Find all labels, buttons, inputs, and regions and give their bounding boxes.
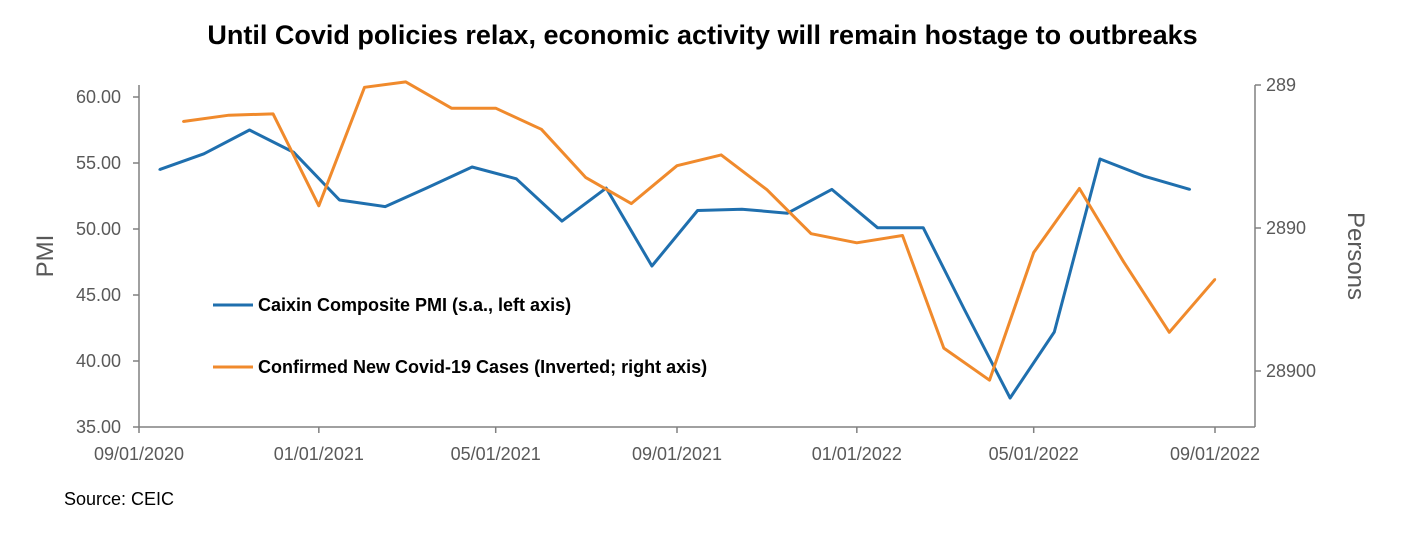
pmi-data-point (560, 219, 564, 223)
pmi-data-point (740, 208, 744, 211)
pmi-data-point (876, 226, 879, 229)
covid-cases-data-point (494, 107, 497, 110)
covid-cases-data-point (404, 80, 407, 84)
covid-cases-data-point (363, 86, 366, 89)
covid-cases-data-point (182, 120, 185, 123)
x-tick-label: 05/01/2021 (451, 444, 541, 464)
x-tick-label: 05/01/2022 (989, 444, 1079, 464)
right-tick-label: 28900 (1266, 361, 1316, 381)
x-tick-label: 01/01/2021 (274, 444, 364, 464)
legend: Caixin Composite PMI (s.a., left axis) C… (213, 295, 707, 377)
covid-cases-data-point (1122, 260, 1125, 263)
pmi-data-point (158, 168, 161, 171)
covid-cases-data-point (809, 232, 813, 235)
pmi-data-point (1188, 188, 1192, 191)
pmi-data-point (1053, 330, 1056, 334)
pmi-series-line (159, 128, 1191, 400)
covid-cases-data-point (1078, 187, 1081, 190)
pmi-data-point (650, 264, 654, 268)
pmi-data-point (696, 209, 699, 212)
left-tick-label: 45.00 (76, 285, 121, 305)
covid-cases-data-point (1213, 278, 1217, 281)
covid-cases-data-point (942, 346, 945, 350)
right-tick-label: 2890 (1266, 218, 1306, 238)
x-tick-label: 01/01/2022 (812, 444, 902, 464)
source-note: Source: CEIC (64, 489, 175, 509)
covid-cases-data-point (317, 204, 320, 207)
x-tick-label: 09/01/2022 (1170, 444, 1260, 464)
right-axis-title: Persons (1342, 212, 1369, 300)
covid-cases-series-line (182, 80, 1217, 382)
x-tick-label: 09/01/2021 (632, 444, 722, 464)
chart-title: Until Covid policies relax, economic act… (207, 20, 1198, 50)
pmi-data-point (338, 198, 341, 202)
legend-label-cases: Confirmed New Covid-19 Cases (Inverted; … (258, 357, 707, 377)
covid-cases-data-point (988, 379, 991, 382)
left-tick-label: 60.00 (76, 87, 121, 107)
covid-cases-data-point (1168, 331, 1171, 334)
pmi-data-point (830, 188, 833, 191)
x-tick-label: 09/01/2020 (94, 444, 184, 464)
left-tick-label: 50.00 (76, 219, 121, 239)
covid-cases-data-point (765, 188, 769, 191)
legend-label-pmi: Caixin Composite PMI (s.a., left axis) (258, 295, 571, 315)
left-tick-label: 40.00 (76, 351, 121, 371)
pmi-data-point (470, 165, 474, 169)
covid-cases-data-point (1032, 251, 1035, 254)
covid-cases-data-point (540, 128, 543, 131)
tick-labels: 35.00 40.00 45.00 50.00 55.00 60.00 289 2890 289… (76, 75, 1316, 464)
right-tick-label: 289 (1266, 75, 1296, 95)
covid-cases-data-point (584, 176, 587, 179)
covid-cases-data-point (901, 234, 904, 237)
pmi-data-point (963, 308, 966, 311)
series (158, 80, 1217, 400)
covid-cases-data-point (450, 107, 453, 110)
left-axis-title: PMI (32, 235, 59, 278)
pmi-data-point (1098, 157, 1102, 161)
pmi-data-point (384, 205, 387, 208)
pmi-data-point (248, 128, 251, 132)
left-tick-label: 35.00 (76, 417, 121, 437)
pmi-data-point (1008, 396, 1012, 400)
pmi-data-point (425, 186, 428, 190)
pmi-data-point (1143, 175, 1146, 178)
pmi-data-point (202, 152, 206, 155)
covid-cases-data-point (227, 114, 231, 117)
pmi-data-point (922, 226, 925, 229)
covid-cases-data-point (855, 241, 858, 244)
pmi-data-point (515, 177, 518, 180)
covid-cases-data-point (720, 153, 723, 157)
covid-cases-data-point (271, 112, 275, 116)
covid-cases-data-point (675, 164, 679, 167)
axes (138, 85, 1256, 428)
covid-cases-data-point (630, 202, 633, 205)
left-tick-label: 55.00 (76, 153, 121, 173)
